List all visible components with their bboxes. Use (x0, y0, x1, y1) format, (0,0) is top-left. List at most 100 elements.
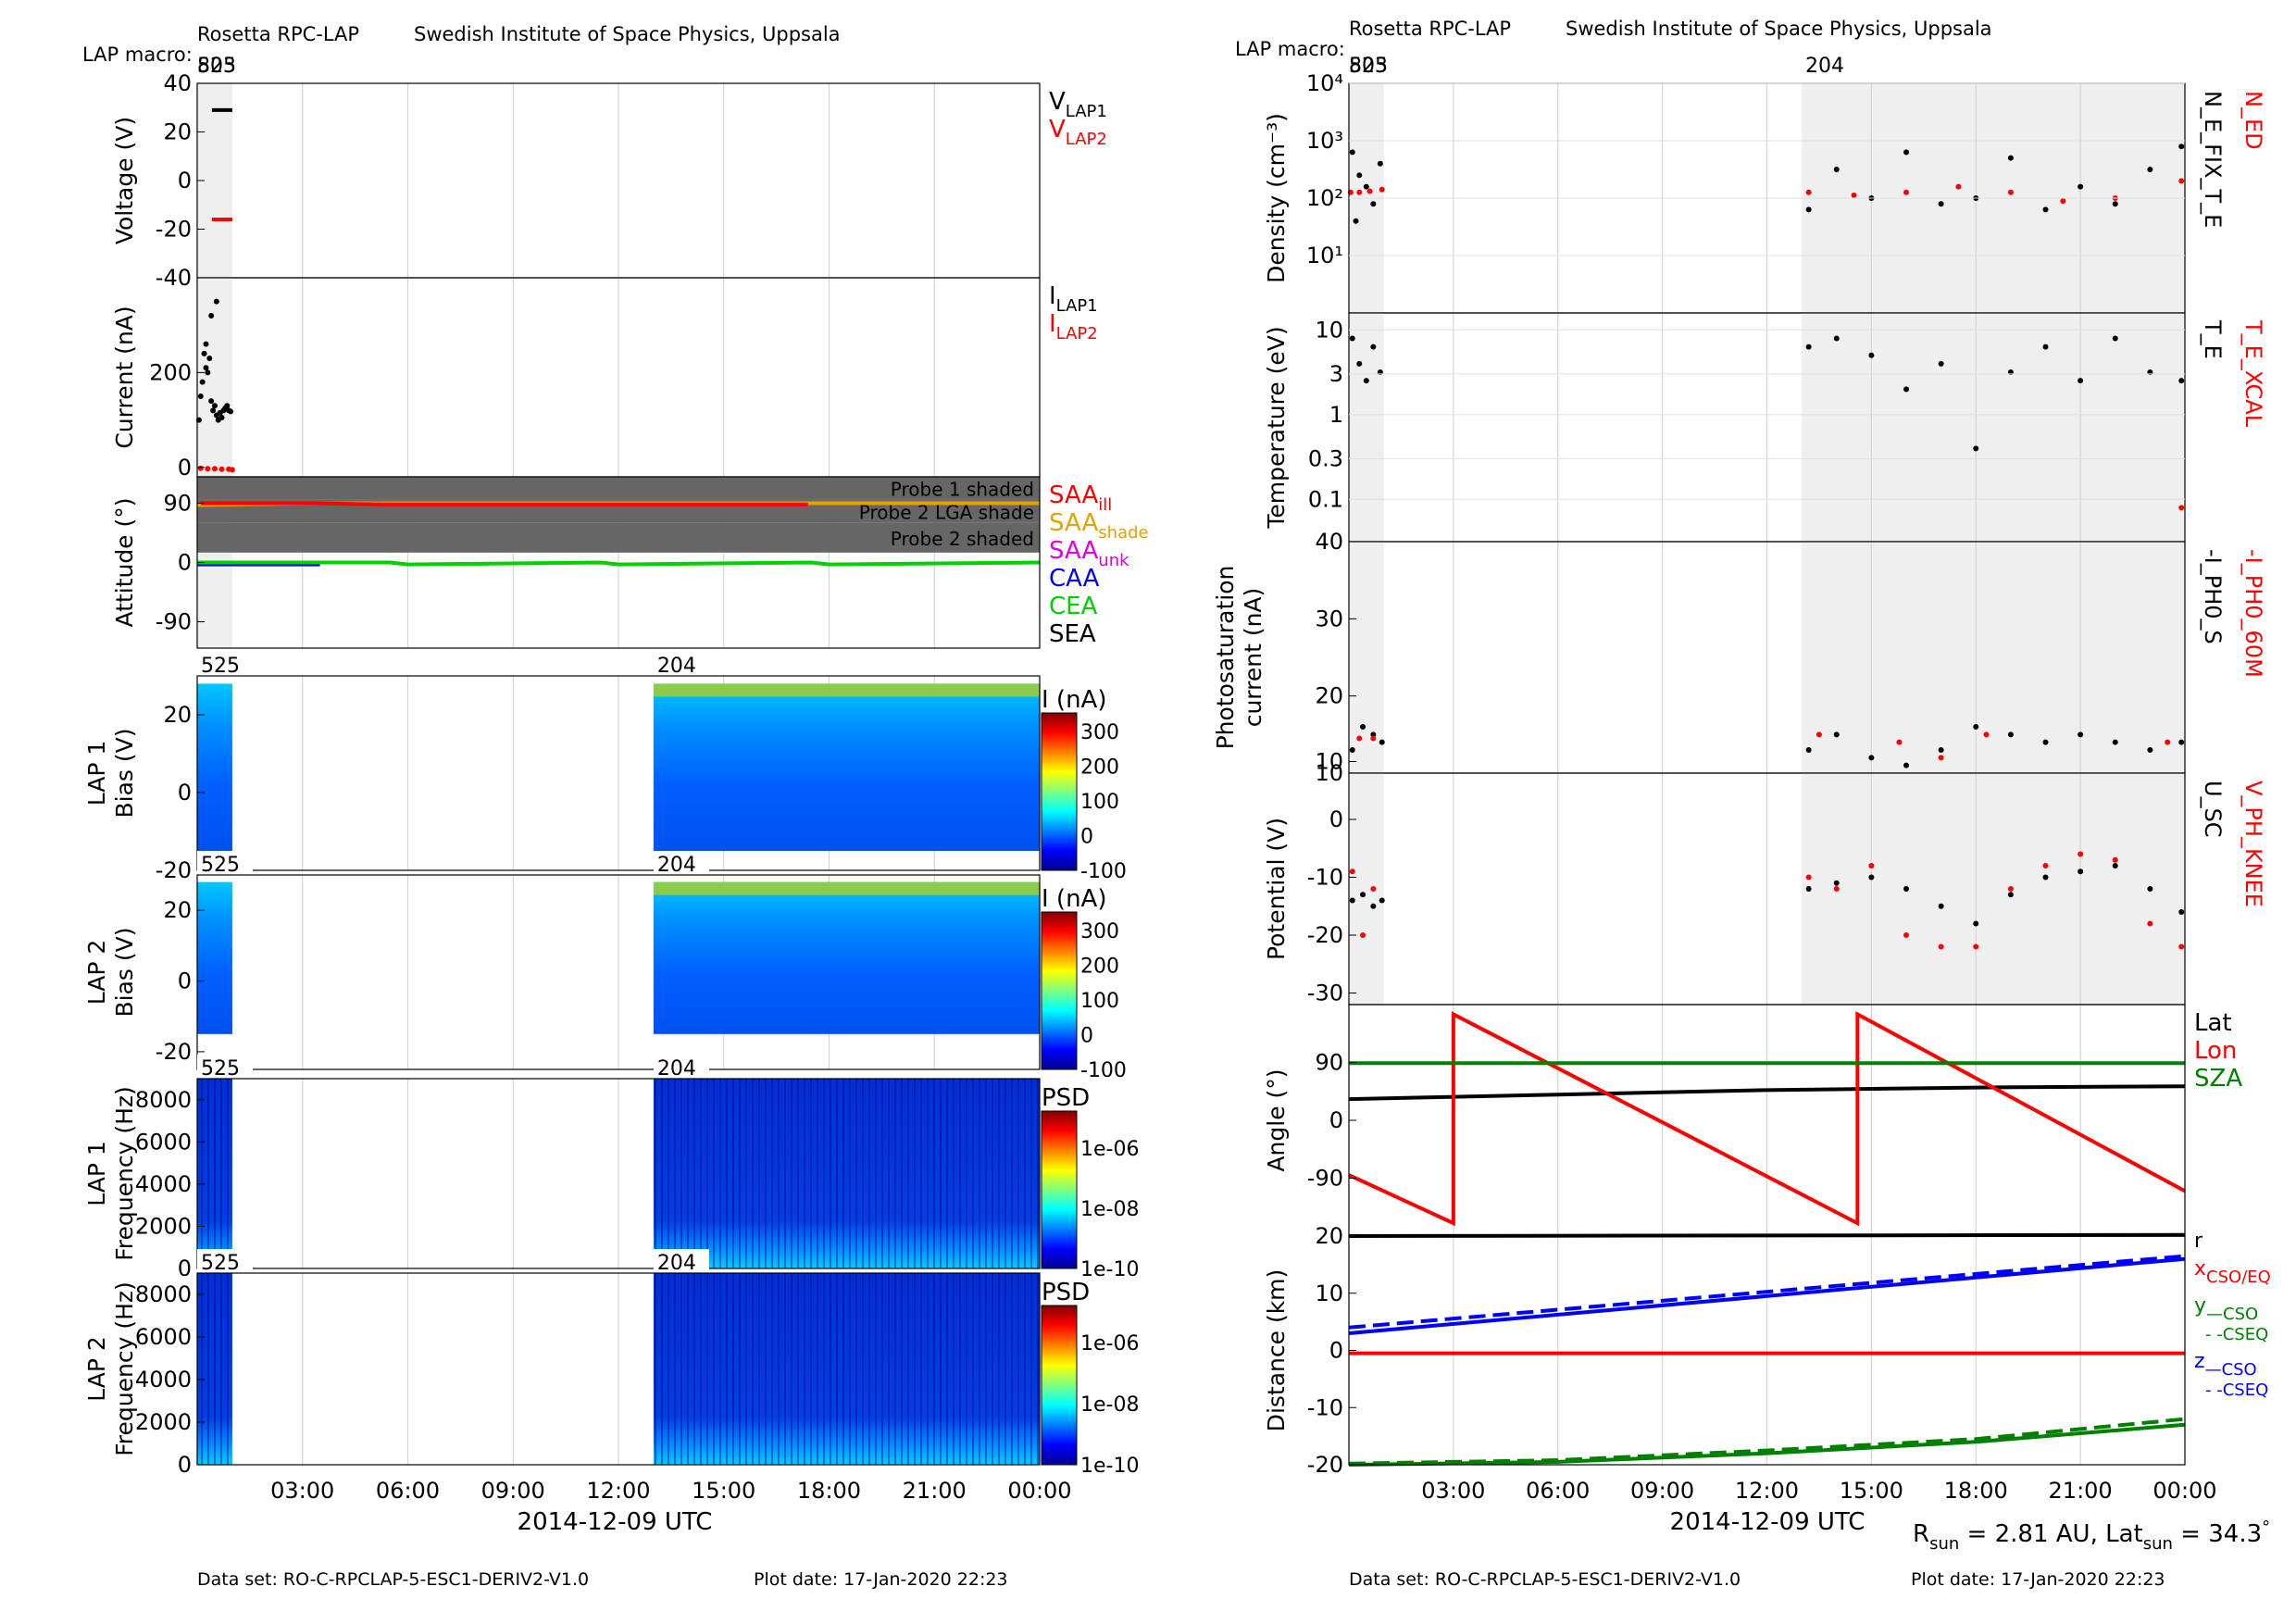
legend-main: CAA (1049, 565, 1100, 593)
legend-main: Lat (2194, 1009, 2232, 1037)
y-axis-label: Density (cm⁻³) (1263, 113, 1290, 283)
sun-r-sub: sun (1929, 1534, 1959, 1554)
y-tick-label: 4000 (135, 1171, 192, 1197)
colorbar (1041, 911, 1078, 1070)
data-point (203, 341, 209, 347)
heatmap-texture (197, 1273, 232, 1465)
legend-main: I (1049, 282, 1056, 310)
active-interval (1349, 313, 1384, 542)
y-tick-label: 1 (1329, 402, 1343, 428)
data-point (1805, 189, 1812, 195)
sun-r-main: R (1913, 1520, 1929, 1548)
colorbar-tick: -100 (1080, 1059, 1127, 1082)
x-tick-label: 06:00 (1526, 1478, 1590, 1504)
shaded-band-label: Probe 2 shaded (891, 528, 1034, 550)
legend-sub: ill (1098, 495, 1112, 515)
y-tick-label: 4000 (135, 1367, 192, 1393)
y-axis-label: Photosaturation (1212, 566, 1239, 750)
x-tick-label: 03:00 (1421, 1478, 1485, 1504)
x-tick-label: 12:00 (1735, 1478, 1799, 1504)
macro-label-bg (197, 1249, 253, 1273)
y-tick-label: 200 (149, 359, 192, 385)
legend-main: r (2194, 1230, 2203, 1253)
legend-entry: xCSO/EQ (2194, 1257, 2271, 1287)
legend-entry: VLAP2 (1049, 116, 1107, 149)
data-point (1833, 167, 1840, 172)
data-point (1938, 943, 1944, 950)
legend-sub: LAP1 (1066, 102, 1107, 121)
data-point (2165, 739, 2171, 745)
data-point (2078, 851, 2084, 857)
data-point (205, 369, 211, 376)
data-point (1349, 149, 1355, 156)
axes-frame (196, 1078, 1041, 1269)
data-point (2178, 909, 2185, 915)
macro-label: 525 (201, 854, 240, 877)
series-line (200, 501, 808, 506)
active-interval (1349, 773, 1384, 1005)
data-point (2078, 183, 2084, 190)
y-axis-label: LAP 2 (83, 1336, 110, 1402)
series-line (197, 560, 1041, 567)
macro-label: 204 (657, 1057, 696, 1081)
legend-sub: —CSO (2206, 1305, 2258, 1324)
series-line (1348, 1084, 2186, 1102)
y-tick-label: -30 (1307, 981, 1343, 1006)
data-point (1983, 731, 1990, 738)
data-point (1370, 344, 1377, 350)
data-point (2112, 856, 2118, 863)
y-tick-label: 30 (1315, 606, 1343, 631)
data-point (1973, 445, 1979, 452)
axes-frame (196, 675, 1041, 871)
active-interval (1802, 542, 2185, 773)
data-point (1360, 892, 1366, 898)
right-macro-mid: 204 (1805, 55, 1844, 78)
colorbar-label: PSD (1042, 1279, 1090, 1306)
colorbar-tick: 200 (1080, 956, 1119, 979)
shaded-band (197, 477, 1040, 500)
panel-lap2_psd: 525 204 PSD 1e-06 1e-08 1e-10 8000 6000 4000 2000… (83, 1249, 1139, 1478)
data-point (1349, 897, 1355, 904)
colorbar-tick: 300 (1080, 920, 1119, 943)
legend-sub: —CSO (2205, 1360, 2257, 1380)
legend-entry: SEA (1049, 620, 1096, 648)
time-axis-left: 03:00 06:00 09:00 12:00 15:00 18:00 21:00 00:00 (270, 1478, 1071, 1504)
macro-label-bg (653, 851, 709, 875)
right-macro-a: 803 (1349, 55, 1388, 78)
y-tick-label: -90 (156, 609, 192, 635)
left-dataset: Data set: RO-C-RPCLAP-5-ESC1-DERIV2-V1.0 (197, 1569, 589, 1590)
legend-entry: - -CSEQ (2205, 1380, 2268, 1400)
legend-entry: ILAP2 (1049, 310, 1098, 344)
data-point (1379, 186, 1385, 193)
data-point (1379, 897, 1385, 904)
data-point (1363, 378, 1369, 384)
data-point (199, 379, 206, 385)
left-instrument: Rosetta RPC-LAP (197, 23, 359, 45)
data-point (2078, 731, 2084, 738)
legend-entry: -I_PH0_60M (2240, 549, 2266, 678)
sun-lat-val: = 34.3 (2173, 1520, 2262, 1548)
colorbar-tick: -100 (1080, 860, 1127, 883)
left-macro-b: 525 (197, 55, 236, 78)
left-institute: Swedish Institute of Space Physics, Upps… (414, 23, 841, 45)
panel-temperature: 0.1 0.3 1 3 10 Temperature (eV) T_E T_E_XCAL (1263, 312, 2266, 543)
data-point (2078, 868, 2084, 875)
y-tick-label: 0 (1329, 806, 1343, 832)
legend-entry: y—CSO (2194, 1294, 2258, 1324)
data-point (1805, 206, 1812, 213)
macro-label-bg (197, 851, 253, 875)
y-axis-label: Angle (°) (1263, 1068, 1290, 1171)
heatmap-texture (653, 1079, 1040, 1268)
legend-main: V (1049, 88, 1066, 116)
right-instrument: Rosetta RPC-LAP (1349, 18, 1511, 40)
macro-label: 204 (657, 1252, 696, 1275)
legend-entry: T_E_XCAL (2240, 319, 2266, 428)
data-point (1868, 755, 1875, 761)
y-tick-label: 8000 (135, 1281, 192, 1307)
colorbar-tick: 1e-10 (1080, 1258, 1139, 1281)
x-tick-label: 09:00 (481, 1478, 545, 1504)
left-macro-a: 803 (197, 55, 236, 78)
y-axis-label: Current (nA) (111, 306, 138, 448)
